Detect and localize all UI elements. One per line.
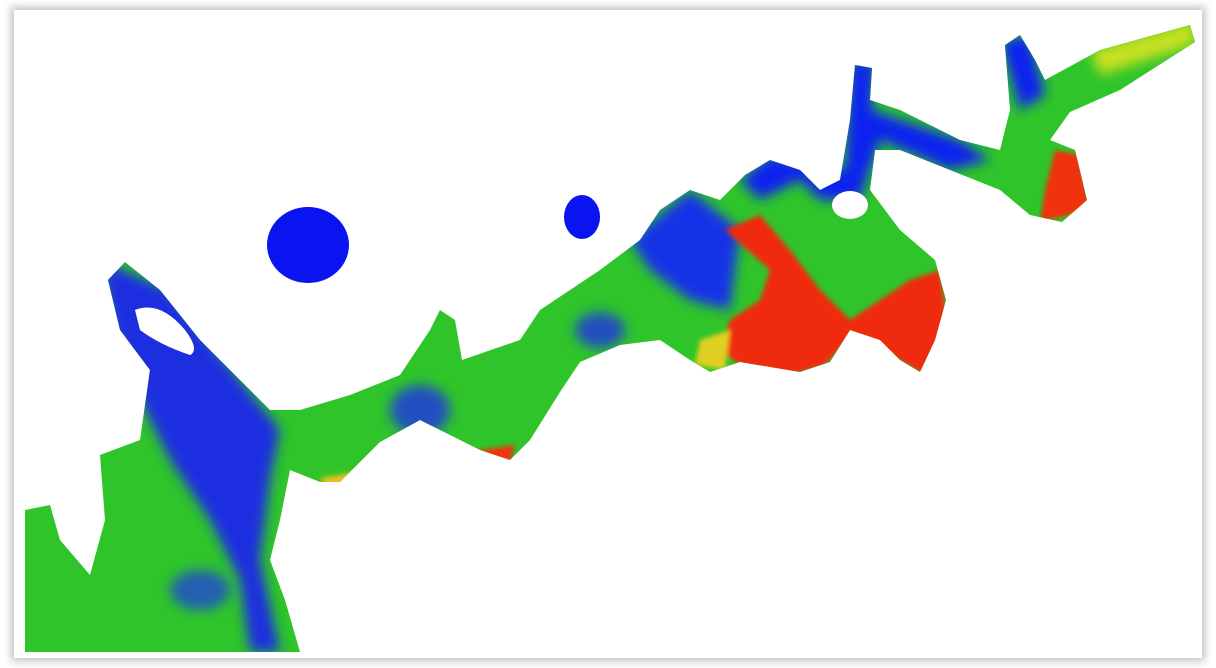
blue-zone — [1000, 35, 1045, 110]
blue-zone — [170, 570, 230, 610]
blue-zone — [390, 385, 450, 435]
blue-pond — [267, 207, 349, 283]
map-image — [14, 10, 1202, 658]
flood-extent — [14, 10, 1202, 658]
dry-island — [832, 191, 868, 219]
map-frame — [14, 10, 1202, 658]
page — [0, 0, 1216, 668]
blue-zone — [575, 312, 625, 348]
blue-zone — [740, 60, 990, 200]
blue-pond — [564, 195, 600, 239]
